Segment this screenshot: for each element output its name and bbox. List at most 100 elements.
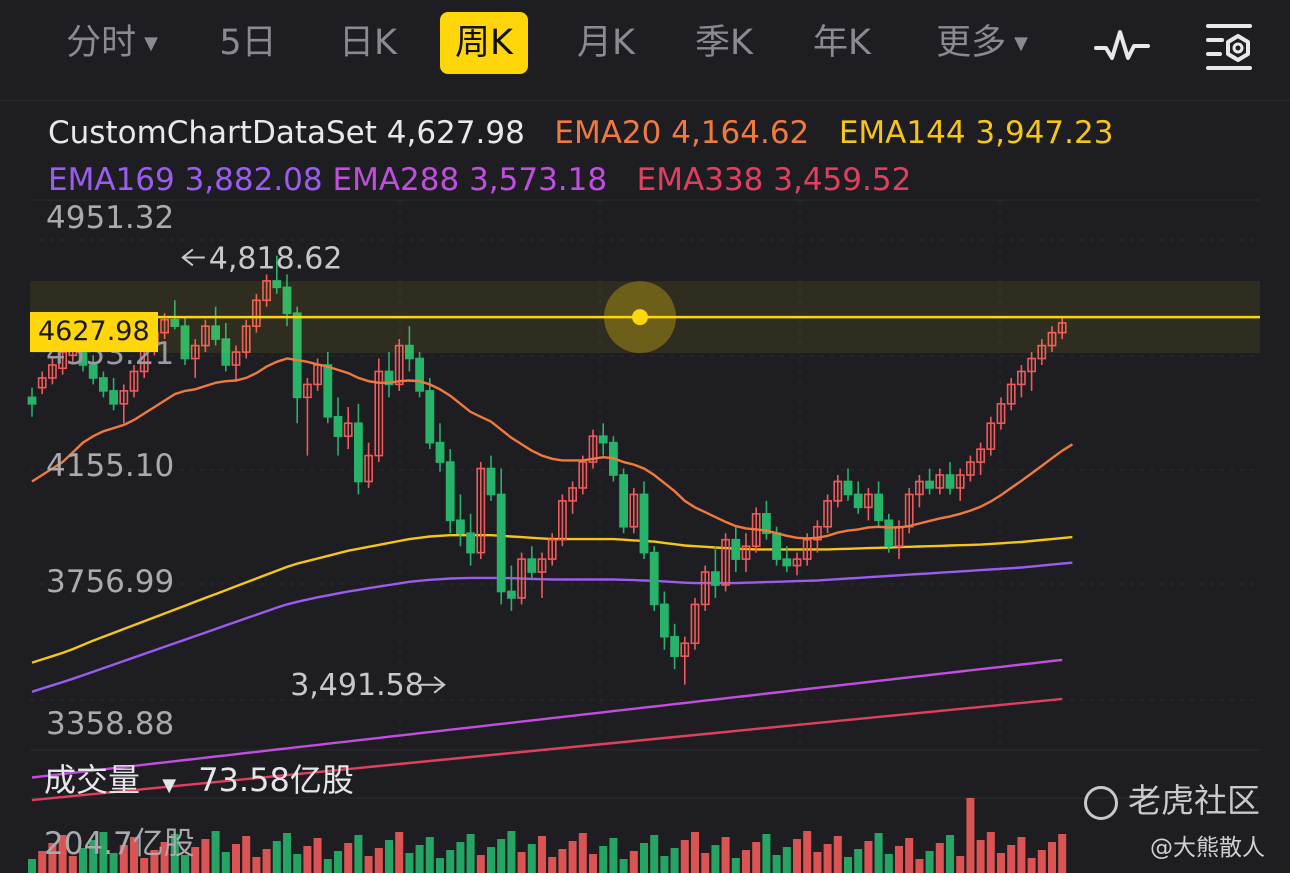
volume-bar: [456, 842, 465, 873]
candle-body: [353, 422, 363, 483]
volume-bar: [211, 831, 220, 873]
volume-bar: [1027, 858, 1036, 873]
high-marker-label: 4,818.62: [209, 241, 343, 276]
candle-body: [792, 558, 802, 567]
candle-body: [333, 415, 343, 437]
tab-weekly-k[interactable]: 周K: [440, 12, 528, 74]
candle-body: [721, 538, 730, 586]
volume-bar: [762, 834, 771, 873]
tab-intraday-label: 分时: [66, 23, 137, 63]
tab-monthly-k[interactable]: 月K: [562, 12, 650, 74]
volume-bar: [242, 836, 251, 873]
candle-body: [466, 532, 475, 554]
candle-body: [1047, 331, 1057, 347]
volume-bar: [731, 858, 740, 873]
volume-bar: [160, 842, 169, 873]
volume-bar: [619, 859, 628, 873]
volume-bar: [150, 850, 159, 873]
volume-bar: [527, 844, 536, 873]
candle-body: [27, 396, 37, 405]
volume-bar: [895, 846, 903, 873]
volume-bar: [680, 840, 689, 873]
candle-body: [812, 525, 822, 541]
tiger-logo-icon: [1084, 785, 1118, 820]
candle-body: [823, 500, 832, 528]
candle-body: [782, 558, 792, 567]
volume-bar: [425, 837, 434, 873]
legend-main: CustomChartDataSet 4,627.98: [48, 115, 525, 151]
volume-bar: [1017, 837, 1026, 873]
candle-body: [180, 325, 190, 360]
y-tick-label: 4951.32: [46, 200, 175, 236]
y-tick-label: 4155.10: [46, 448, 175, 484]
arrow-left-icon: [181, 248, 194, 267]
candle-body: [772, 532, 781, 560]
volume-bar: [262, 849, 271, 873]
candle-body: [710, 571, 720, 586]
candle-body: [517, 558, 526, 599]
volume-bar: [487, 847, 495, 873]
candle-body: [639, 493, 649, 554]
tab-yearly-k[interactable]: 年K: [798, 12, 886, 74]
legend-ema169[interactable]: EMA169 3,882.08: [48, 162, 323, 198]
candle-body: [557, 500, 567, 541]
candle-body: [680, 642, 690, 657]
tab-more[interactable]: 更多 ▼: [920, 12, 1044, 74]
volume-bar: [68, 856, 77, 873]
volume-bar: [721, 837, 730, 873]
volume-bar: [629, 851, 638, 873]
volume-bar: [48, 843, 57, 873]
chevron-down-icon: ▼: [1014, 33, 1028, 54]
candle-body: [404, 344, 414, 360]
candle-body: [537, 558, 547, 573]
volume-bar: [497, 839, 506, 873]
legend-ema144[interactable]: EMA144 3,947.23: [838, 115, 1114, 151]
volume-bar: [874, 833, 883, 873]
volume-bar: [415, 845, 424, 873]
volume-bar: [89, 840, 98, 873]
candle-body: [1016, 370, 1026, 386]
volume-bar: [385, 840, 393, 873]
volume-bar: [38, 851, 47, 873]
period-tab-bar: 分时 ▼ 5日 日K 周K 月K 季K 年K 更多 ▼: [0, 0, 1290, 101]
legend-ema20[interactable]: EMA20 4,164.62: [554, 115, 810, 151]
volume-bar: [293, 854, 302, 873]
y-tick-label: 3358.88: [46, 706, 175, 742]
tab-5day[interactable]: 5日: [208, 12, 288, 74]
candle-body: [302, 383, 312, 399]
candle-body: [996, 403, 1006, 425]
volume-label: 成交量: [44, 761, 141, 799]
volume-header[interactable]: 成交量 ▼ 73.58亿股: [44, 755, 354, 801]
legend-ema288[interactable]: EMA288 3,573.18: [332, 162, 608, 198]
chart-settings-icon[interactable]: [1200, 18, 1260, 74]
candle-body: [976, 448, 985, 463]
waveform-icon[interactable]: [1092, 18, 1152, 74]
volume-bar: [99, 832, 108, 873]
volume-bar: [201, 839, 210, 873]
volume-bar: [640, 843, 648, 873]
volume-bar: [823, 844, 832, 873]
volume-bar: [303, 846, 312, 873]
legend-ema338[interactable]: EMA338 3,459.52: [636, 162, 912, 198]
candle-body: [527, 558, 537, 573]
low-marker-label: 3,491.58: [290, 668, 424, 703]
candle-body: [496, 493, 506, 593]
tab-quarterly-k[interactable]: 季K: [680, 12, 768, 74]
candle-body: [272, 280, 282, 289]
volume-bar: [170, 834, 179, 873]
volume-bar: [221, 852, 230, 873]
candle-body: [374, 370, 384, 457]
tab-daily-k[interactable]: 日K: [324, 12, 412, 74]
volume-bar: [864, 841, 873, 873]
crosshair-handle[interactable]: [632, 309, 648, 326]
volume-bar: [517, 852, 526, 873]
volume-bar: [140, 858, 149, 873]
volume-bar: [793, 839, 801, 873]
candle-body: [700, 571, 710, 606]
tab-intraday[interactable]: 分时 ▼: [52, 12, 172, 74]
volume-bar: [884, 854, 893, 873]
ema288-line: [31, 658, 1063, 779]
candle-body: [292, 312, 302, 399]
candle-body: [476, 467, 486, 554]
